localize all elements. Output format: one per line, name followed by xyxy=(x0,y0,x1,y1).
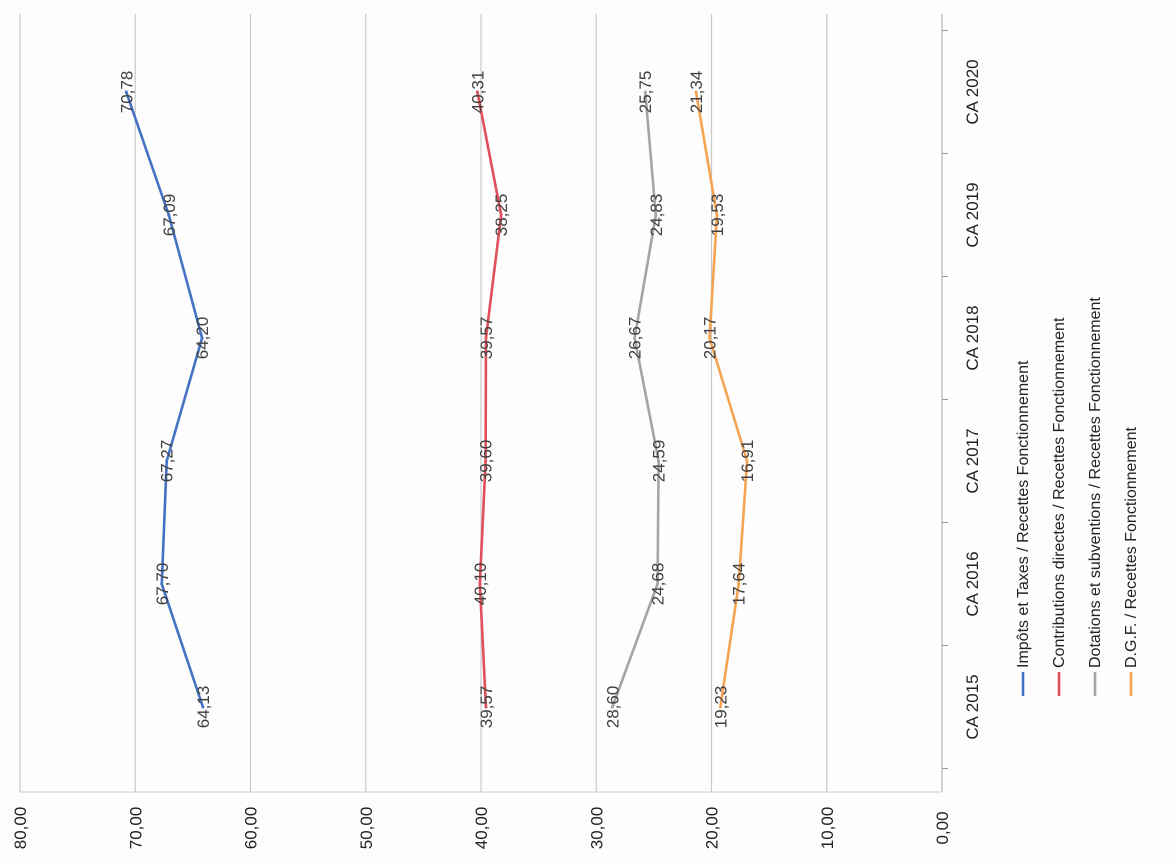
value-tick-label: 0,00 xyxy=(933,811,952,844)
data-point xyxy=(656,582,660,586)
value-tick-label: 80,00 xyxy=(11,807,30,850)
data-label: 19,53 xyxy=(708,194,727,237)
data-label: 19,23 xyxy=(711,686,730,729)
series-line xyxy=(124,90,205,709)
data-label: 24,83 xyxy=(647,194,666,237)
data-point xyxy=(201,705,205,709)
category-label: CA 2018 xyxy=(963,305,982,370)
data-point xyxy=(610,705,614,709)
value-tick-label: 70,00 xyxy=(126,807,145,850)
data-point xyxy=(484,459,488,463)
data-label: 38,25 xyxy=(492,194,511,237)
axes: 0,00 10,00 20,00 30,00 40,00 50,00 60,00 70,00 8… xyxy=(11,14,982,849)
legend-label: Contributions directes / Recettes Foncti… xyxy=(1051,317,1068,668)
data-point xyxy=(478,582,482,586)
category-label: CA 2019 xyxy=(963,182,982,247)
data-label: 67,09 xyxy=(160,194,179,237)
data-label: 25,75 xyxy=(636,71,655,114)
data-label: 64,20 xyxy=(193,317,212,360)
data-labels: 64,13 67,70 67,27 64,20 67,09 70,78 39,57 40,10… xyxy=(117,71,757,729)
data-label: 64,13 xyxy=(194,686,213,729)
data-label: 67,27 xyxy=(158,440,177,483)
data-label: 20,17 xyxy=(701,317,720,360)
legend-label: D.G.F. / Recettes Fonctionnement xyxy=(1123,426,1140,668)
data-label: 26,67 xyxy=(626,317,645,360)
data-point xyxy=(737,582,741,586)
series-line xyxy=(611,90,660,709)
data-point xyxy=(715,213,719,217)
value-tick-label: 40,00 xyxy=(472,807,491,850)
value-tick-label: 20,00 xyxy=(703,807,722,850)
series-line xyxy=(476,90,503,709)
data-point xyxy=(643,90,647,94)
data-point xyxy=(499,213,503,217)
legend: Impôts et Taxes / Recettes Fonctionnemen… xyxy=(1015,297,1140,696)
data-label: 16,91 xyxy=(738,440,757,483)
data-point xyxy=(633,336,637,340)
data-point xyxy=(657,459,661,463)
data-label: 39,57 xyxy=(477,317,496,360)
value-tick-label: 60,00 xyxy=(242,807,261,850)
series-lines xyxy=(124,90,749,709)
data-point xyxy=(654,213,658,217)
data-point xyxy=(718,705,722,709)
data-point xyxy=(484,705,488,709)
data-point xyxy=(484,336,488,340)
value-tick-label: 10,00 xyxy=(818,807,837,850)
data-point xyxy=(694,90,698,94)
value-tick-label: 30,00 xyxy=(587,807,606,850)
series-line xyxy=(694,90,749,709)
legend-label: Dotations et subventions / Recettes Fonc… xyxy=(1087,297,1104,668)
data-label: 40,31 xyxy=(468,71,487,114)
data-label: 17,64 xyxy=(730,563,749,606)
data-label: 24,68 xyxy=(649,563,668,606)
data-label: 39,60 xyxy=(477,440,496,483)
category-label: CA 2017 xyxy=(963,428,982,493)
category-label: CA 2016 xyxy=(963,551,982,616)
data-point xyxy=(708,336,712,340)
data-label: 24,59 xyxy=(650,440,669,483)
data-point xyxy=(124,90,128,94)
category-label: CA 2020 xyxy=(963,59,982,124)
gridlines xyxy=(19,14,943,792)
data-point xyxy=(475,90,479,94)
category-label: CA 2015 xyxy=(963,674,982,739)
data-label: 28,60 xyxy=(603,686,622,729)
data-point xyxy=(165,459,169,463)
data-label: 21,34 xyxy=(687,71,706,114)
data-label: 70,78 xyxy=(117,71,136,114)
data-point xyxy=(200,336,204,340)
data-point xyxy=(160,582,164,586)
value-tick-label: 50,00 xyxy=(357,807,376,850)
data-label: 40,10 xyxy=(471,563,490,606)
data-point xyxy=(745,459,749,463)
legend-label: Impôts et Taxes / Recettes Fonctionnemen… xyxy=(1015,360,1032,668)
data-point xyxy=(167,213,171,217)
data-label: 67,70 xyxy=(153,563,172,606)
data-label: 39,57 xyxy=(477,686,496,729)
